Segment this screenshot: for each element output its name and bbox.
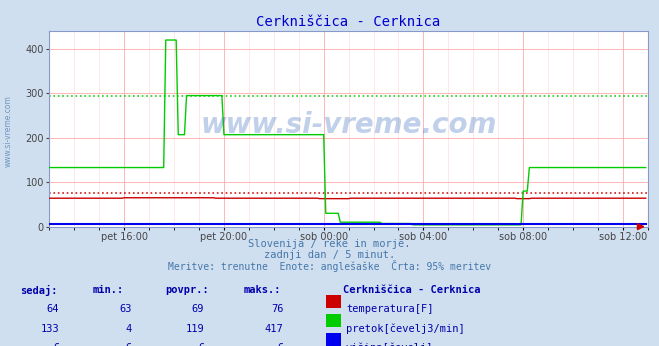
- Text: povpr.:: povpr.:: [165, 285, 208, 295]
- Text: Cerkniščica - Cerknica: Cerkniščica - Cerknica: [343, 285, 480, 295]
- Text: www.si-vreme.com: www.si-vreme.com: [3, 95, 13, 167]
- Text: 6: 6: [277, 343, 283, 346]
- Text: zadnji dan / 5 minut.: zadnji dan / 5 minut.: [264, 250, 395, 260]
- Title: Cerkniščica - Cerknica: Cerkniščica - Cerknica: [256, 15, 441, 29]
- Text: www.si-vreme.com: www.si-vreme.com: [200, 111, 497, 139]
- Text: 63: 63: [119, 304, 132, 315]
- Text: 4: 4: [126, 324, 132, 334]
- Text: min.:: min.:: [92, 285, 123, 295]
- Text: 64: 64: [47, 304, 59, 315]
- Text: Slovenija / reke in morje.: Slovenija / reke in morje.: [248, 239, 411, 249]
- Text: sedaj:: sedaj:: [20, 285, 57, 297]
- Text: 133: 133: [41, 324, 59, 334]
- Text: maks.:: maks.:: [244, 285, 281, 295]
- Text: pretok[čevelj3/min]: pretok[čevelj3/min]: [346, 324, 465, 334]
- Text: temperatura[F]: temperatura[F]: [346, 304, 434, 315]
- Text: 69: 69: [192, 304, 204, 315]
- Text: 6: 6: [126, 343, 132, 346]
- Text: 119: 119: [186, 324, 204, 334]
- Text: višina[čevelj]: višina[čevelj]: [346, 343, 434, 346]
- Text: 6: 6: [53, 343, 59, 346]
- Text: 76: 76: [271, 304, 283, 315]
- Text: 6: 6: [198, 343, 204, 346]
- Text: 417: 417: [265, 324, 283, 334]
- Text: Meritve: trenutne  Enote: anglešaške  Črta: 95% meritev: Meritve: trenutne Enote: anglešaške Črta…: [168, 260, 491, 272]
